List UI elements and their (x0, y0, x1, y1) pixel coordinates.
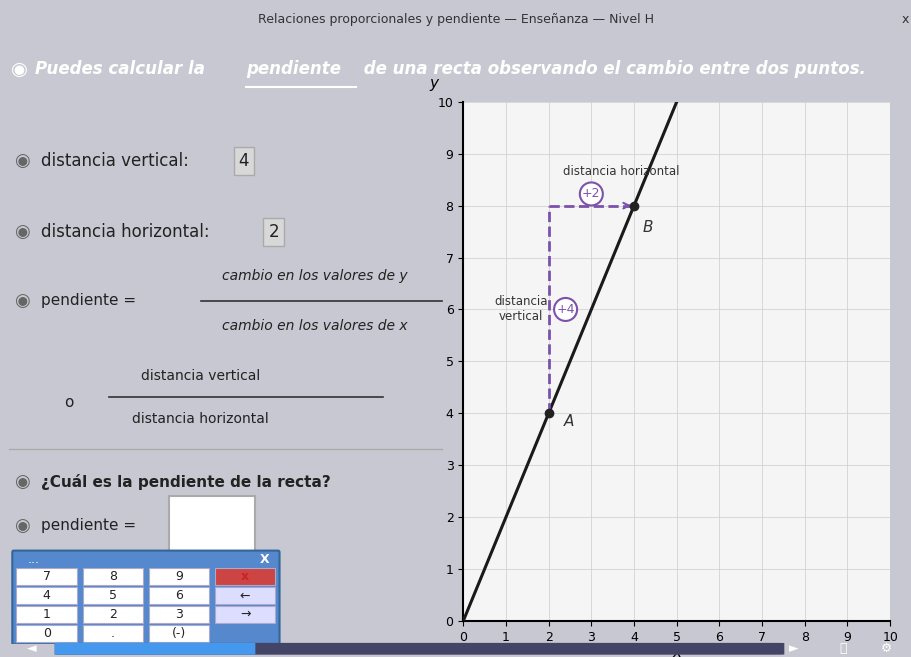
Text: 5: 5 (108, 589, 117, 602)
Text: x: x (241, 570, 249, 583)
FancyBboxPatch shape (82, 625, 143, 642)
Text: ⏸: ⏸ (839, 643, 846, 655)
Text: pendiente =: pendiente = (41, 294, 136, 309)
Text: →: → (240, 608, 251, 621)
Text: 4: 4 (43, 589, 51, 602)
FancyBboxPatch shape (215, 568, 275, 585)
FancyBboxPatch shape (148, 587, 209, 604)
Text: ►: ► (788, 643, 797, 655)
FancyBboxPatch shape (16, 587, 77, 604)
FancyBboxPatch shape (148, 568, 209, 585)
Text: pendiente: pendiente (246, 60, 341, 78)
Text: 9: 9 (175, 570, 183, 583)
Text: distancia vertical: distancia vertical (141, 369, 260, 383)
Text: cambio en los valores de y: cambio en los valores de y (221, 269, 407, 283)
Text: 3: 3 (175, 608, 183, 621)
FancyBboxPatch shape (148, 625, 209, 642)
Text: distancia vertical:: distancia vertical: (41, 152, 189, 170)
Text: 2: 2 (268, 223, 279, 241)
Text: ...: ... (27, 553, 39, 566)
Text: +2: +2 (581, 187, 600, 200)
Text: ◉: ◉ (14, 517, 29, 535)
Text: ⚙: ⚙ (880, 643, 891, 655)
FancyBboxPatch shape (55, 643, 783, 654)
Text: ◉: ◉ (14, 292, 29, 310)
Text: o: o (64, 395, 73, 410)
Text: .: . (111, 627, 115, 640)
Text: distancia horizontal: distancia horizontal (132, 412, 269, 426)
FancyBboxPatch shape (82, 587, 143, 604)
Text: ◉: ◉ (14, 223, 29, 241)
Text: +4: +4 (556, 303, 574, 316)
FancyBboxPatch shape (16, 625, 77, 642)
Text: 8: 8 (108, 570, 117, 583)
Text: x: x (901, 12, 908, 26)
Text: ◉: ◉ (11, 60, 28, 78)
Text: X: X (260, 553, 270, 566)
X-axis label: x: x (671, 645, 681, 657)
Text: 2: 2 (108, 608, 117, 621)
Text: pendiente =: pendiente = (41, 518, 136, 533)
Text: (-): (-) (171, 627, 186, 640)
Text: A: A (563, 414, 573, 429)
FancyBboxPatch shape (55, 643, 255, 654)
Text: 0: 0 (43, 627, 51, 640)
FancyBboxPatch shape (148, 606, 209, 623)
Text: distancia horizontal: distancia horizontal (562, 166, 679, 179)
Text: distancia
vertical: distancia vertical (494, 296, 548, 323)
Text: ◉: ◉ (14, 473, 29, 491)
FancyBboxPatch shape (13, 551, 279, 645)
Text: ◄: ◄ (27, 643, 36, 655)
Text: ←: ← (240, 589, 251, 602)
FancyBboxPatch shape (82, 568, 143, 585)
Text: ¿Cuál es la pendiente de la recta?: ¿Cuál es la pendiente de la recta? (41, 474, 331, 490)
Text: cambio en los valores de x: cambio en los valores de x (221, 319, 407, 332)
FancyBboxPatch shape (169, 496, 255, 556)
FancyBboxPatch shape (215, 606, 275, 623)
Text: de una recta observando el cambio entre dos puntos.: de una recta observando el cambio entre … (357, 60, 865, 78)
FancyBboxPatch shape (16, 568, 77, 585)
Text: 6: 6 (175, 589, 183, 602)
FancyBboxPatch shape (16, 606, 77, 623)
Text: 4: 4 (239, 152, 249, 170)
Text: distancia horizontal:: distancia horizontal: (41, 223, 210, 241)
Text: 7: 7 (43, 570, 51, 583)
FancyBboxPatch shape (215, 587, 275, 604)
Text: B: B (642, 219, 652, 235)
Y-axis label: y: y (428, 76, 437, 91)
Text: Relaciones proporcionales y pendiente — Enseñanza — Nivel H: Relaciones proporcionales y pendiente — … (258, 12, 653, 26)
Text: Puedes calcular la: Puedes calcular la (35, 60, 210, 78)
FancyBboxPatch shape (82, 606, 143, 623)
Text: 1: 1 (43, 608, 51, 621)
Text: ◉: ◉ (14, 152, 29, 170)
